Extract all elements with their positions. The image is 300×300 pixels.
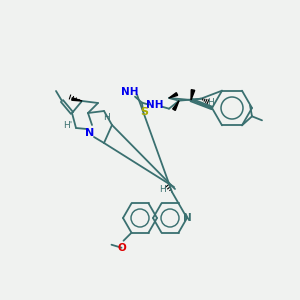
Text: H': H' — [63, 121, 73, 130]
Text: NH: NH — [146, 100, 164, 110]
Text: NH: NH — [121, 87, 139, 97]
Text: N: N — [183, 213, 191, 223]
Text: O: O — [117, 243, 126, 253]
Polygon shape — [191, 90, 195, 100]
Text: S: S — [140, 107, 148, 117]
Polygon shape — [169, 93, 178, 98]
Polygon shape — [173, 101, 179, 110]
Polygon shape — [72, 98, 82, 101]
Text: N: N — [85, 128, 94, 138]
Text: H: H — [103, 112, 110, 122]
Text: H: H — [207, 98, 213, 107]
Text: H: H — [160, 184, 167, 194]
